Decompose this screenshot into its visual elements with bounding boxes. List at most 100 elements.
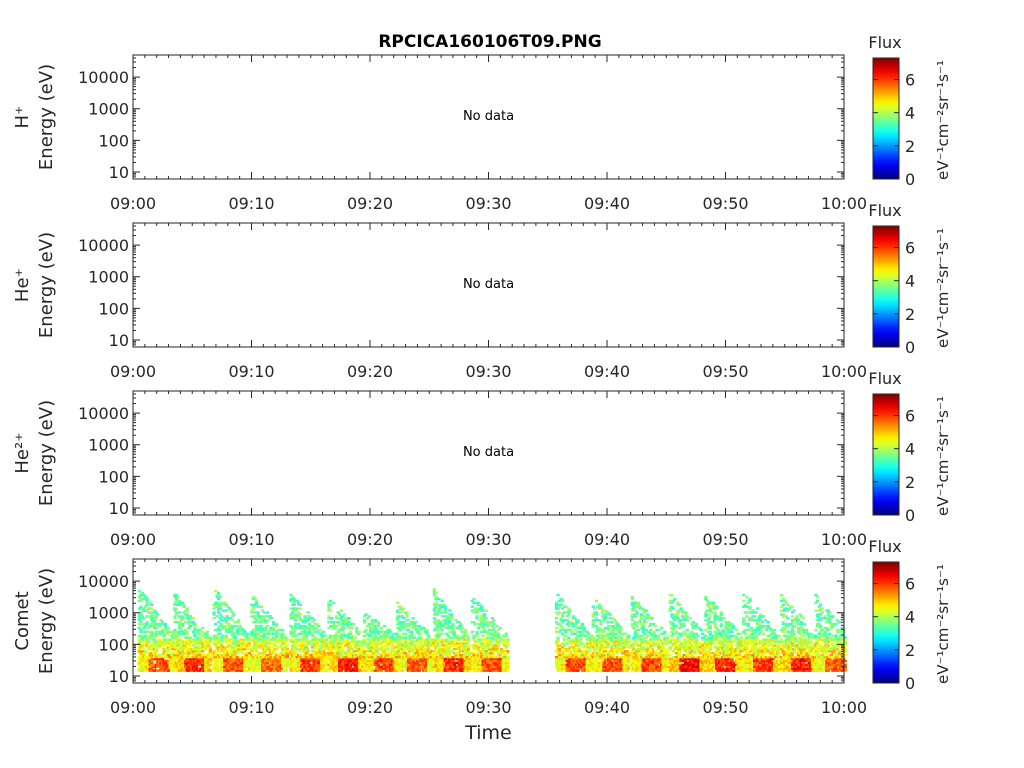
flux-cell	[212, 617, 216, 620]
flux-cell	[373, 619, 377, 622]
flux-cell	[323, 634, 327, 637]
burst	[396, 601, 435, 672]
flux-cell	[261, 626, 265, 630]
flux-cell	[306, 657, 310, 661]
flux-cell	[466, 636, 470, 639]
flux-cell	[389, 655, 393, 659]
flux-cell	[382, 632, 387, 635]
flux-cell	[327, 607, 331, 610]
flux-cell	[341, 621, 345, 624]
y-axis-label: Energy (eV)	[36, 400, 57, 506]
flux-cell	[154, 663, 158, 666]
flux-cell	[137, 655, 141, 659]
flux-cell	[556, 638, 560, 641]
flux-cell	[481, 634, 485, 637]
flux-cell	[291, 652, 295, 655]
flux-cell	[251, 615, 256, 618]
flux-cell	[159, 655, 163, 659]
flux-cell	[466, 646, 470, 649]
flux-cell	[434, 646, 438, 649]
colorbar-tick-label: 0	[905, 506, 915, 525]
flux-cell	[327, 642, 331, 645]
flux-cell	[364, 628, 368, 632]
flux-cell	[451, 626, 455, 630]
flux-cell	[253, 630, 257, 634]
flux-cell	[177, 599, 182, 603]
flux-cell	[215, 657, 219, 661]
flux-cell	[559, 597, 563, 601]
flux-cell	[171, 648, 175, 651]
flux-cell	[174, 593, 179, 597]
flux-cell	[181, 615, 185, 618]
flux-cell	[567, 611, 571, 614]
flux-cell	[425, 632, 429, 635]
flux-cell	[367, 665, 371, 668]
flux-cell	[389, 630, 393, 634]
flux-cell	[449, 644, 454, 647]
flux-cell	[574, 636, 579, 639]
flux-cell	[367, 646, 371, 649]
flux-cell	[439, 603, 443, 606]
flux-cell	[292, 655, 296, 659]
colorbar-tick-label: 6	[905, 407, 915, 426]
flux-cell	[386, 652, 390, 655]
flux-cell	[490, 617, 495, 620]
flux-cell	[137, 642, 141, 645]
flux-cell	[201, 634, 205, 637]
flux-cell	[218, 595, 222, 599]
flux-cell	[369, 638, 373, 641]
x-tick-label: 09:10	[228, 194, 274, 213]
flux-cell	[177, 632, 182, 635]
x-tick-label: 10:00	[821, 362, 867, 381]
flux-cell	[470, 661, 474, 665]
flux-cell	[435, 648, 440, 651]
flux-cell	[339, 653, 343, 657]
burst	[250, 595, 289, 672]
flux-cell	[359, 650, 363, 653]
flux-cell	[342, 632, 346, 635]
flux-cell	[480, 605, 484, 608]
flux-cell	[476, 646, 481, 649]
flux-cell	[442, 661, 446, 665]
flux-cell	[191, 659, 196, 663]
flux-cell	[437, 609, 441, 612]
flux-cell	[204, 644, 208, 647]
flux-cell	[396, 601, 400, 604]
flux-cell	[140, 591, 145, 595]
flux-cell	[440, 652, 444, 655]
flux-cell	[137, 595, 141, 599]
flux-cell	[554, 603, 559, 606]
flux-cell	[386, 634, 390, 637]
flux-cell	[275, 634, 279, 637]
flux-cell	[193, 640, 197, 643]
flux-cell	[489, 642, 493, 645]
flux-cell	[167, 667, 171, 670]
flux-cell	[213, 622, 218, 626]
flux-cell	[493, 667, 498, 670]
flux-cell	[284, 650, 288, 653]
flux-cell	[582, 646, 586, 649]
flux-cell	[565, 615, 569, 618]
flux-cell	[554, 601, 559, 604]
flux-cell	[484, 617, 488, 620]
flux-cell	[181, 653, 185, 657]
flux-cell	[297, 611, 301, 614]
flux-cell	[226, 653, 230, 657]
flux-cell	[174, 597, 179, 601]
flux-cell	[303, 630, 307, 634]
flux-cell	[330, 653, 334, 657]
flux-cell	[208, 640, 212, 643]
flux-cell	[247, 669, 252, 672]
flux-cell	[578, 650, 582, 653]
flux-cell	[570, 630, 574, 634]
flux-cell	[379, 634, 384, 637]
flux-cell	[323, 653, 327, 657]
flux-cell	[492, 619, 496, 622]
flux-cell	[347, 626, 351, 630]
flux-cell	[247, 667, 252, 670]
flux-cell	[226, 657, 230, 661]
flux-cell	[327, 652, 331, 655]
flux-cell	[356, 632, 360, 635]
y-tick-label: 10	[109, 331, 129, 350]
flux-cell	[212, 669, 216, 672]
